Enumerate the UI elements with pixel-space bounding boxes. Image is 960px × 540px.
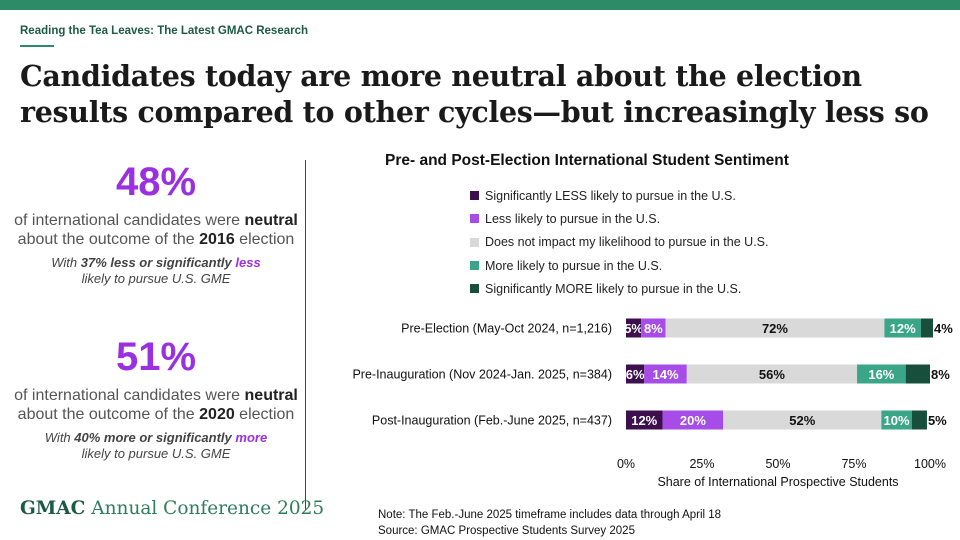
conference-brand: GMAC Annual Conference 2025 [20,498,324,519]
slide-headline: Candidates today are more neutral about … [20,59,929,129]
bar-segment [665,318,885,338]
legend-label: Does not impact my likelihood to pursue … [485,235,769,250]
bar-segment [857,364,906,384]
bar-segment [920,318,934,338]
data-label: 12% [890,321,916,336]
stat-note-text: likely to pursue U.S. GME [81,271,231,286]
bar-segment [641,318,666,338]
category-label: Pre-Inauguration (Nov 2024-Jan. 2025, n=… [352,368,612,382]
note-line: Note: The Feb.-June 2025 timeframe inclu… [378,509,722,521]
source-line: Source: GMAC Prospective Students Survey… [378,524,635,537]
stat-desc-text: about the outcome of the [17,405,200,423]
legend-swatch [470,191,479,201]
stat-block-2020: 51% of international candidates were neu… [10,335,302,462]
x-axis-label: Share of International Prospective Stude… [657,475,898,489]
stat-desc-text: of international candidates were [14,387,245,404]
stat-value: 48% [115,160,197,204]
legend-item: Does not impact my likelihood to pursue … [470,231,768,254]
data-label: 72% [762,321,788,336]
legend-item: Less likely to pursue in the U.S. [470,207,768,230]
legend-swatch [470,237,479,247]
data-label: 4% [934,321,953,336]
stat-description: of international candidates were neutral… [10,387,302,424]
stat-desc-text: of international candidates were [14,212,245,229]
legend-item: Significantly MORE likely to pursue in t… [470,277,768,300]
stat-note-text: likely to pursue U.S. GME [81,446,231,461]
x-tick-label: 25% [689,457,714,471]
bar-segment [911,410,927,430]
chart-legend: Significantly LESS likely to pursue in t… [470,184,768,300]
data-label: 16% [868,367,894,382]
stat-year: 2016 [199,230,235,248]
x-tick-label: 0% [617,457,635,471]
stat-desc-text: election [234,405,295,423]
legend-label: Significantly LESS likely to pursue in t… [485,188,736,203]
chart-title: Pre- and Post-Election International Stu… [385,152,789,169]
x-tick-label: 75% [841,457,866,471]
data-label: 5% [624,321,643,336]
bar-segment [662,410,724,430]
bar-segment [644,364,687,384]
stat-note-highlight: less [235,255,261,270]
legend-item: Significantly LESS likely to pursue in t… [470,184,768,207]
legend-label: Less likely to pursue in the U.S. [485,211,661,226]
stat-note: With 37% less or significantly less likel… [10,255,302,287]
data-label: 5% [928,413,947,428]
bar-segment [626,410,663,430]
data-label: 52% [789,413,815,428]
stat-desc-bold: neutral [244,387,298,404]
stat-note-highlight: more [235,430,268,445]
chart-footnote: Note: The Feb.-June 2025 timeframe inclu… [378,508,721,539]
bar-segment [626,318,642,338]
stat-year: 2020 [199,405,235,423]
stat-note-text: With [51,255,81,270]
legend-swatch [470,261,479,271]
kicker-underline [20,45,54,47]
category-label: Post-Inauguration (Feb.-June 2025, n=437… [372,414,612,428]
stat-note-text: With [44,430,75,445]
stat-note-bold: 40% more or significantly [74,430,232,445]
legend-swatch [470,284,479,294]
stat-description: of international candidates were neutral… [10,212,302,249]
bar-segment [723,410,882,430]
data-label: 8% [644,321,663,336]
x-tick-label: 100% [914,457,946,471]
data-label: 10% [884,413,910,428]
legend-swatch [470,214,479,224]
stat-value: 51% [115,335,197,379]
brand-org: GMAC [20,498,86,519]
vertical-divider [305,160,306,510]
category-label: Pre-Election (May-Oct 2024, n=1,216) [401,322,612,336]
brand-event: Annual Conference 2025 [91,498,325,519]
top-accent-bar [0,0,960,10]
data-label: 8% [931,367,950,382]
stat-note-bold: 37% less or significantly [80,255,232,270]
legend-label: Significantly MORE likely to pursue in t… [485,281,742,296]
legend-label: More likely to pursue in the U.S. [485,258,663,273]
stat-desc-text: election [234,230,295,248]
stat-block-2016: 48% of international candidates were neu… [10,160,302,287]
bar-segment [884,318,921,338]
data-label: 12% [631,413,657,428]
data-label: 56% [759,367,785,382]
section-kicker: Reading the Tea Leaves: The Latest GMAC … [20,25,309,37]
bar-segment [881,410,912,430]
stat-desc-bold: neutral [244,212,298,229]
x-tick-label: 50% [765,457,790,471]
data-label: 6% [626,367,645,382]
bar-segment [905,364,930,384]
legend-item: More likely to pursue in the U.S. [470,254,768,277]
data-label: 14% [653,367,679,382]
stat-desc-text: about the outcome of the [17,230,200,248]
stat-note: With 40% more or significantly more likel… [10,430,302,462]
bar-segment [626,364,645,384]
data-label: 20% [680,413,706,428]
bar-segment [686,364,858,384]
